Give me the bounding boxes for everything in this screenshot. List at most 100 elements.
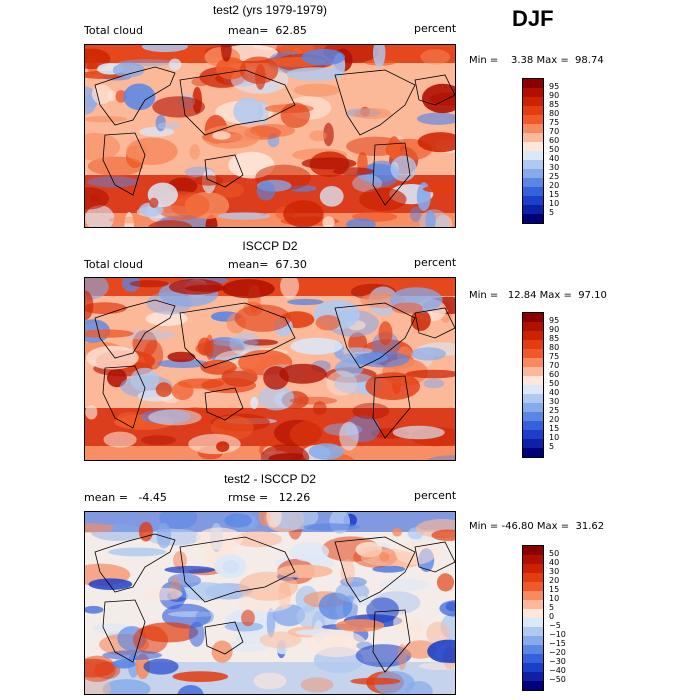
colorbar-swatch	[523, 322, 543, 331]
colorbar-swatch	[523, 448, 543, 457]
colorbar-label: 10	[549, 433, 560, 442]
colorbar-swatch	[523, 133, 543, 142]
coastlines	[94, 533, 455, 673]
colorbar-label: 10	[549, 199, 560, 208]
colorbar-swatch	[523, 169, 543, 178]
panel-3-title: test2 - ISCCP D2	[224, 472, 316, 486]
colorbar-swatch	[523, 618, 543, 627]
colorbar-swatch	[523, 564, 543, 573]
panel-3-rmse: rmse = 12.26	[228, 491, 311, 504]
colorbar-label: 95	[549, 316, 560, 325]
colorbar-label: −15	[549, 639, 566, 648]
colorbar-label: 30	[549, 567, 560, 576]
colorbar-label: −50	[549, 675, 566, 684]
colorbar-label: −10	[549, 630, 566, 639]
colorbar-swatch	[523, 88, 543, 97]
season-label: DJF	[512, 6, 554, 31]
colorbar-swatch	[523, 654, 543, 663]
colorbar-label: 20	[549, 181, 560, 190]
colorbar-label: 60	[549, 136, 560, 145]
colorbar-swatch	[523, 591, 543, 600]
colorbar-label: 15	[549, 190, 560, 199]
colorbar-swatch	[523, 160, 543, 169]
colorbar-label: 25	[549, 406, 560, 415]
panel-2-variable-label: Total cloud	[84, 258, 143, 271]
colorbar-label: 70	[549, 127, 560, 136]
panel-2-units: percent	[414, 256, 457, 269]
colorbar-label: 80	[549, 343, 560, 352]
colorbar-swatch	[523, 412, 543, 421]
field-contours	[85, 278, 455, 460]
colorbar-swatch	[523, 106, 543, 115]
field-contours	[85, 45, 455, 227]
colorbar-label: 75	[549, 352, 560, 361]
panel-1-title: test2 (yrs 1979-1979)	[212, 3, 328, 17]
colorbar-label: 90	[549, 325, 560, 334]
colorbar-label: 5	[549, 603, 555, 612]
colorbar-swatch	[523, 214, 543, 223]
colorbar-swatch	[523, 636, 543, 645]
colorbar-label: 20	[549, 415, 560, 424]
colorbar-swatch	[523, 331, 543, 340]
colorbar-swatch	[523, 672, 543, 681]
colorbar-swatch	[523, 358, 543, 367]
colorbar-label: 30	[549, 163, 560, 172]
colorbar-swatch	[523, 609, 543, 618]
colorbar-swatch	[523, 573, 543, 582]
colorbar-label: 50	[549, 379, 560, 388]
colorbar-label: 0	[549, 612, 555, 621]
panel-3-min-max: Min = -46.80 Max = 31.62	[469, 521, 605, 532]
panel-3-mean: mean = -4.45	[84, 491, 167, 504]
colorbar-label: 15	[549, 424, 560, 433]
colorbar-label: 95	[549, 82, 560, 91]
colorbar-label: 70	[549, 361, 560, 370]
colorbar-swatch	[523, 349, 543, 358]
colorbar-swatch	[523, 187, 543, 196]
colorbar-label: 25	[549, 172, 560, 181]
colorbar-label: 75	[549, 118, 560, 127]
panel-3-units: percent	[414, 489, 457, 502]
colorbar-swatch	[523, 403, 543, 412]
colorbar-label: 5	[549, 208, 555, 217]
colorbar-swatch	[523, 205, 543, 214]
colorbar-swatch	[523, 385, 543, 394]
colorbar-label: 80	[549, 109, 560, 118]
colorbar-swatch	[523, 681, 543, 690]
colorbar-label: 50	[549, 145, 560, 154]
panel-3-map	[84, 511, 456, 695]
field-contours	[85, 512, 455, 694]
colorbar-swatch	[523, 600, 543, 609]
colorbar-swatch	[523, 79, 543, 88]
colorbar-label: 85	[549, 100, 560, 109]
colorbar-swatch	[523, 394, 543, 403]
colorbar-label: 90	[549, 91, 560, 100]
panel-2-map	[84, 277, 456, 461]
colorbar-label: 40	[549, 558, 560, 567]
colorbar-swatch	[523, 582, 543, 591]
coastlines	[94, 66, 455, 206]
colorbar-swatch	[523, 142, 543, 151]
colorbar-label: 20	[549, 576, 560, 585]
colorbar-label: 60	[549, 370, 560, 379]
colorbar-label: 85	[549, 334, 560, 343]
panel-1-min-max: Min = 3.38 Max = 98.74	[469, 55, 604, 66]
colorbar-swatches	[522, 78, 544, 224]
colorbar-label: 50	[549, 549, 560, 558]
colorbar-label: −30	[549, 657, 566, 666]
colorbar-swatch	[523, 376, 543, 385]
colorbar-swatch	[523, 555, 543, 564]
colorbar-label: 30	[549, 397, 560, 406]
panel-1-mean: mean= 62.85	[228, 24, 307, 37]
colorbar-swatch	[523, 663, 543, 672]
colorbar-swatch	[523, 546, 543, 555]
colorbar-swatch	[523, 439, 543, 448]
colorbar-swatch	[523, 313, 543, 322]
colorbar-swatch	[523, 151, 543, 160]
panel-2-colorbar: 95 90 85 80 75 70 60 50 40 30 25 20 15 10 5	[522, 312, 559, 458]
colorbar-label: −40	[549, 666, 566, 675]
colorbar-label: 15	[549, 585, 560, 594]
colorbar-swatch	[523, 115, 543, 124]
colorbar-swatch	[523, 97, 543, 106]
panel-1-variable-label: Total cloud	[84, 24, 143, 37]
colorbar-swatch	[523, 421, 543, 430]
